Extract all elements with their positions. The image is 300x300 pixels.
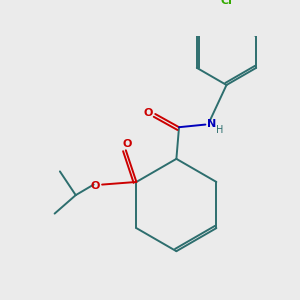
Text: Cl: Cl (220, 0, 232, 6)
Text: N: N (207, 119, 216, 129)
Text: O: O (122, 139, 132, 149)
Text: H: H (216, 125, 224, 135)
Text: O: O (91, 181, 100, 191)
Text: O: O (144, 108, 153, 118)
